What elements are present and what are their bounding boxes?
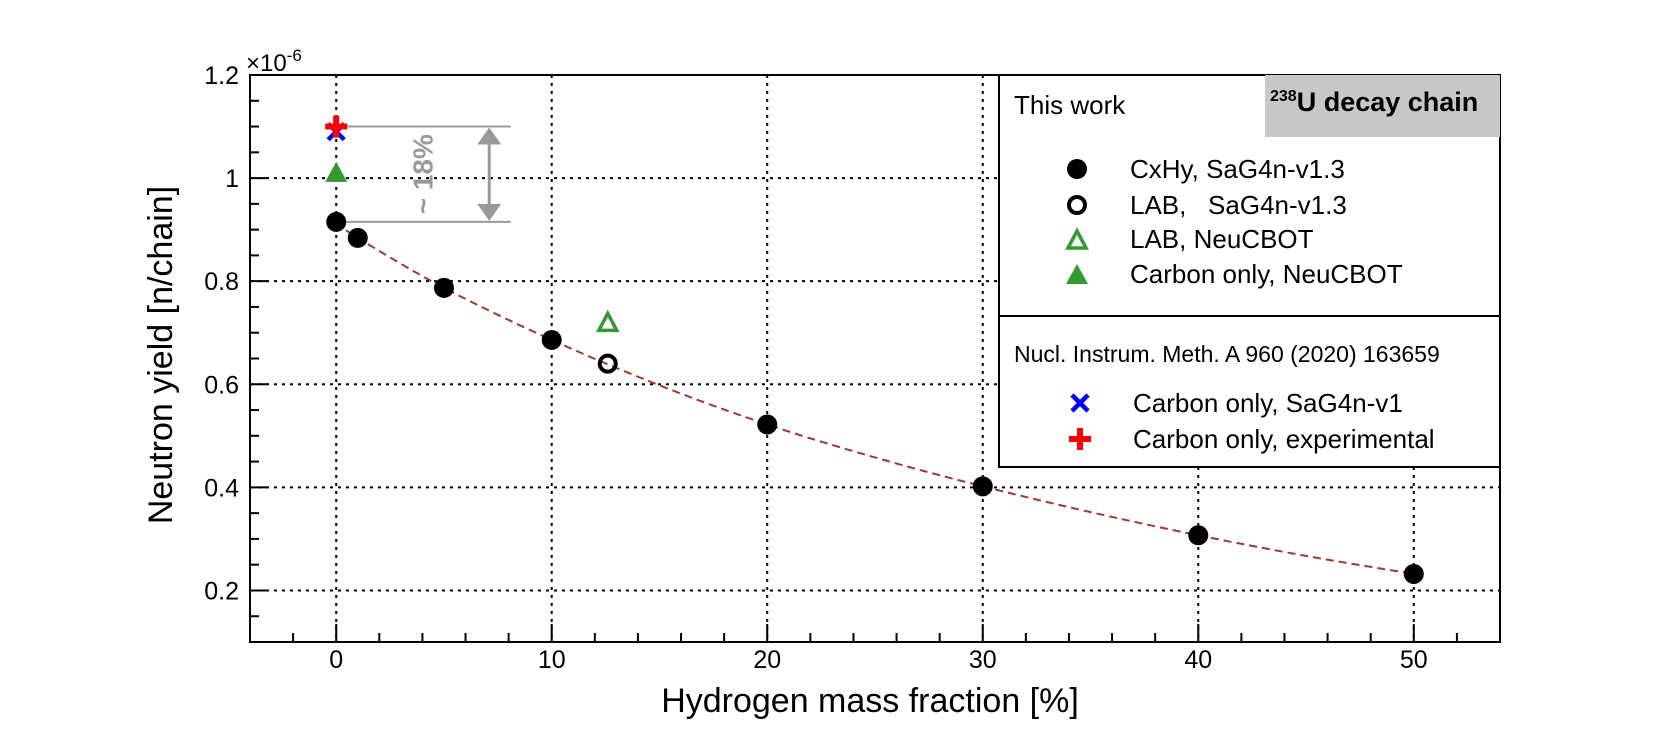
percent-annotation: ~ 18%: [336, 125, 511, 223]
legend-marker-plus: [1069, 428, 1091, 450]
legend-entry-label: CxHy, SaG4n-v1.3: [1130, 154, 1345, 184]
data-point-open-circle: [597, 353, 618, 374]
data-point-filled-circle: [757, 414, 778, 435]
legend-marker-x: [1070, 393, 1090, 413]
x-tick-label: 30: [969, 646, 997, 674]
data-point-filled-circle: [347, 227, 368, 248]
data-point-open-triangle: [595, 309, 620, 333]
decay-chain-badge: [1265, 75, 1500, 137]
y-tick-label: 0.4: [204, 474, 239, 502]
annotation-arrow-head-down: [477, 203, 502, 221]
x-tick-label: 20: [753, 646, 781, 674]
legend-entry-label: Carbon only, experimental: [1133, 424, 1435, 454]
annotation-arrow-head-up: [477, 127, 502, 145]
data-point-filled-circle: [433, 277, 454, 298]
data-point-filled-circle: [1188, 525, 1209, 546]
data-point-filled-circle: [1403, 563, 1424, 584]
legend-markers: [1065, 159, 1091, 450]
y-tick-label: 1.2: [204, 62, 239, 90]
decay-chain-label: 238U decay chain: [1270, 87, 1478, 117]
legend-entry-label: LAB, SaG4n-v1.3: [1130, 190, 1347, 220]
x-tick-label: 50: [1400, 646, 1428, 674]
legend-entry-label: Carbon only, NeuCBOT: [1130, 259, 1403, 289]
fit-curve-layer: [335, 221, 1414, 575]
data-points: [325, 115, 1424, 584]
legend-marker-open-circle: [1067, 195, 1087, 215]
y-multiplier: ×10-6: [246, 46, 302, 77]
y-axis-label: Neutron yield [n/chain]: [142, 186, 180, 524]
data-point-plus: [325, 115, 348, 138]
grid: [250, 74, 1500, 642]
legend: 238U decay chain This work Nucl. Instrum…: [998, 74, 1501, 468]
legend-marker-filled-triangle: [1066, 264, 1088, 284]
legend-entry-label: Carbon only, SaG4n-v1: [1133, 388, 1403, 418]
x-marker-stroke: [1070, 393, 1090, 413]
x-tick-label: 10: [538, 646, 566, 674]
fit-curve: [335, 221, 1414, 575]
legend-group2-title: Nucl. Instrum. Meth. A 960 (2020) 163659: [1014, 341, 1440, 367]
legend-marker-open-triangle: [1065, 227, 1089, 250]
x-axis-label: Hydrogen mass fraction [%]: [661, 682, 1079, 720]
y-tick-label: 1: [225, 165, 239, 193]
annotation-label: ~ 18%: [408, 134, 439, 214]
data-point-filled-circle: [326, 211, 347, 232]
axis-ticks: [250, 74, 1501, 643]
legend-group1-title: This work: [1014, 90, 1126, 120]
data-point-filled-circle: [972, 476, 993, 497]
data-point-filled-circle: [541, 329, 562, 350]
tick-labels: 0 10 20 30 40 50 0.2 0.4 0.6 0.8 1 1.2: [204, 62, 1427, 674]
legend-marker-filled-circle: [1067, 159, 1087, 179]
x-tick-label: 0: [329, 646, 343, 674]
x-tick-label: 40: [1184, 646, 1212, 674]
data-point-filled-triangle: [325, 161, 348, 182]
legend-entry-label: LAB, NeuCBOT: [1130, 224, 1314, 254]
y-tick-label: 0.8: [204, 268, 239, 296]
y-tick-label: 0.6: [204, 371, 239, 399]
y-tick-label: 0.2: [204, 577, 239, 605]
